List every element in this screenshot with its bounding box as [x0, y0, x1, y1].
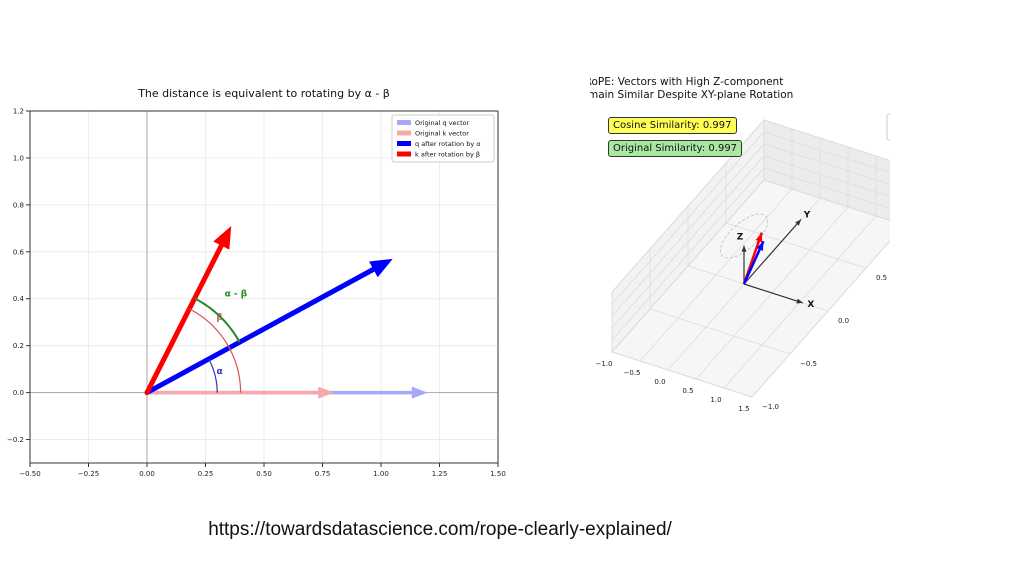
- angle-label: α: [216, 367, 222, 377]
- x-tick-label: 1.50: [490, 470, 506, 478]
- x-tick-label: 0.50: [256, 470, 272, 478]
- chart-title-line: RoPE: Vectors with High Z-component: [590, 76, 783, 88]
- grid-z-left: [611, 167, 765, 341]
- cosine-similarity-badge: Cosine Similarity: 0.997: [608, 117, 737, 134]
- x-tick-label: 0.00: [139, 470, 155, 478]
- y-tick-label: 0.5: [876, 274, 887, 282]
- y-tick-label: 0.6: [13, 248, 25, 256]
- grid-z-back: [763, 131, 890, 173]
- coord-axis-label: Y: [803, 211, 811, 221]
- x-tick-label: −0.5: [624, 369, 641, 377]
- x-tick-label: −0.25: [78, 470, 99, 478]
- rope-3d-chart: RoPE: Vectors with High Z-componentRemai…: [590, 76, 890, 413]
- grid-z-back: [763, 119, 890, 161]
- grid-z-left: [611, 131, 765, 305]
- x-tick-label: −0.50: [19, 470, 40, 478]
- chart-title-line: Remain Similar Despite XY-plane Rotation: [590, 89, 793, 101]
- legend-swatch: [397, 130, 411, 136]
- chart-title: The distance is equivalent to rotating b…: [137, 87, 390, 100]
- original-similarity-badge: Original Similarity: 0.997: [608, 140, 743, 157]
- x-tick-label: 0.0: [654, 378, 665, 386]
- grid-z-back: [763, 167, 890, 209]
- grid-z-left: [611, 179, 765, 353]
- y-tick-label: −1.0: [762, 403, 779, 411]
- coord-axis-arrowhead: [796, 298, 803, 304]
- y-tick-label: 0.2: [13, 342, 24, 350]
- grid-y-floor: [611, 351, 753, 398]
- legend-swatch: [397, 151, 411, 157]
- coord-axis-label: X: [807, 300, 814, 310]
- x-tick-label: 0.75: [315, 470, 331, 478]
- legend-label: q after rotation by α: [415, 140, 481, 148]
- rotation-2d-chart: The distance is equivalent to rotating b…: [7, 87, 506, 478]
- vector-arrowhead: [318, 386, 335, 399]
- coord-axis-arrowhead: [795, 219, 801, 226]
- legend-box: [391, 114, 495, 163]
- vector-arrowhead: [755, 232, 763, 243]
- vector-shaft: [144, 264, 380, 396]
- angle-label: α - β: [225, 289, 248, 299]
- y-tick-label: 0.0: [838, 317, 849, 325]
- x-tick-label: 1.00: [373, 470, 389, 478]
- grid: [29, 110, 499, 463]
- angle-arc: [208, 358, 218, 393]
- grid-z-back: [763, 179, 890, 221]
- y-tick-label: 0.4: [13, 295, 25, 303]
- x-tick-label: 1.0: [710, 396, 721, 404]
- coord-axis-label: Z: [737, 233, 744, 243]
- legend-label: Original q vector: [415, 119, 470, 127]
- vector-arrowhead: [756, 241, 764, 251]
- legend-swatch: [397, 141, 411, 146]
- legend-label: Original k vector: [415, 130, 469, 138]
- coord-axis-arrowhead: [741, 245, 747, 252]
- coord-axis-line: [743, 219, 802, 285]
- vector-arrowhead: [369, 258, 393, 278]
- source-url-caption[interactable]: https://towardsdatascience.com/rope-clea…: [208, 519, 672, 540]
- legend-label: k after rotation by β: [415, 151, 480, 159]
- grid-y-floor: [725, 222, 867, 269]
- x-tick-label: 0.5: [682, 387, 693, 395]
- grid-y-floor: [649, 308, 791, 355]
- vector-arrowhead: [411, 386, 428, 399]
- plot-frame: [29, 110, 499, 464]
- legend: Original q vector Original k vector q afte…: [391, 114, 495, 163]
- y-tick-label: 0.8: [13, 201, 24, 209]
- grid-z-left: [611, 155, 765, 329]
- y-tick-label: 1.2: [13, 108, 24, 116]
- y-tick-label: −0.2: [7, 436, 24, 444]
- grid-z-back: [763, 143, 890, 185]
- angle-arc: [194, 297, 241, 343]
- x-tick-label: 0.25: [198, 470, 214, 478]
- x-tick-label: 1.25: [432, 470, 448, 478]
- grid-z-left: [611, 143, 765, 317]
- x-tick-label: 1.5: [738, 405, 749, 413]
- y-tick-label: −0.5: [800, 360, 817, 368]
- y-tick-label: 1.0: [13, 154, 24, 162]
- legend-swatch: [397, 120, 411, 125]
- legend-box: [886, 113, 890, 141]
- x-tick-label: −1.0: [596, 360, 613, 368]
- angle-arc: [189, 308, 242, 393]
- vector-arrowhead: [213, 225, 232, 250]
- coord-axis-line: [743, 283, 803, 304]
- angle-label: β: [216, 313, 223, 323]
- vector-shaft: [144, 239, 226, 396]
- y-tick-label: 0.0: [13, 389, 24, 397]
- grid-z-back: [763, 155, 890, 197]
